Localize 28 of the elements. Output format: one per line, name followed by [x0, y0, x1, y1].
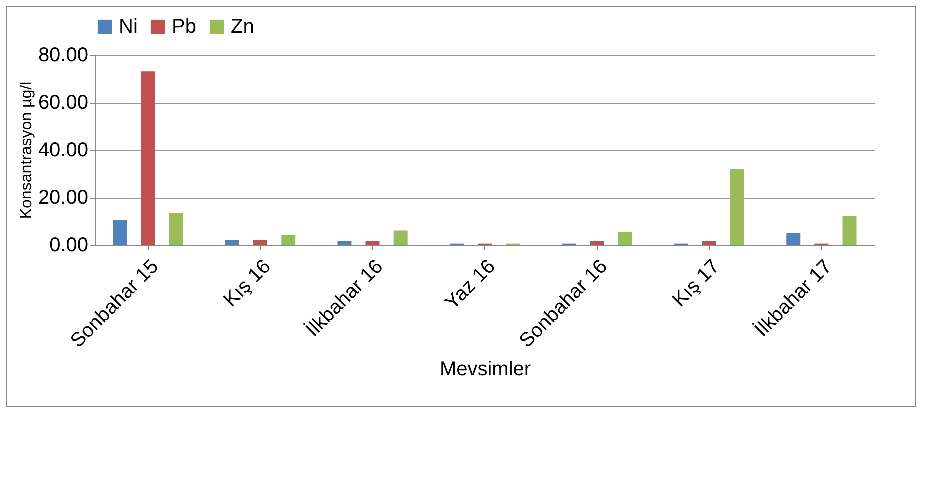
bar	[842, 216, 857, 245]
x-tick-label: Kış 16	[220, 256, 276, 312]
y-tick-label: 80.00	[38, 44, 88, 66]
bar	[141, 72, 156, 245]
bar	[254, 240, 268, 245]
y-axis-title: Konsantrasyon µg/l	[18, 82, 36, 220]
y-tick-label: 40.00	[38, 140, 88, 162]
bar	[338, 241, 352, 245]
bar	[702, 241, 716, 245]
y-tick-label: 20.00	[38, 187, 88, 209]
bar	[366, 241, 380, 245]
bar	[590, 241, 604, 245]
bar	[169, 212, 184, 245]
legend-label: Zn	[231, 16, 254, 38]
bar	[113, 220, 128, 245]
legend-label: Ni	[119, 16, 138, 38]
y-tick-label: 60.00	[38, 92, 88, 114]
bar	[786, 233, 801, 245]
bar	[282, 236, 296, 245]
y-tick-label: 0.00	[50, 234, 88, 256]
bar	[394, 230, 408, 245]
bar	[730, 169, 745, 245]
bar	[225, 240, 240, 245]
legend-label: Pb	[172, 16, 196, 38]
x-tick-label: Kış 17	[668, 256, 724, 312]
bar	[618, 232, 632, 245]
x-axis-title: Mevsimler	[440, 358, 532, 381]
x-tick-label: Yaz 16	[441, 256, 500, 314]
